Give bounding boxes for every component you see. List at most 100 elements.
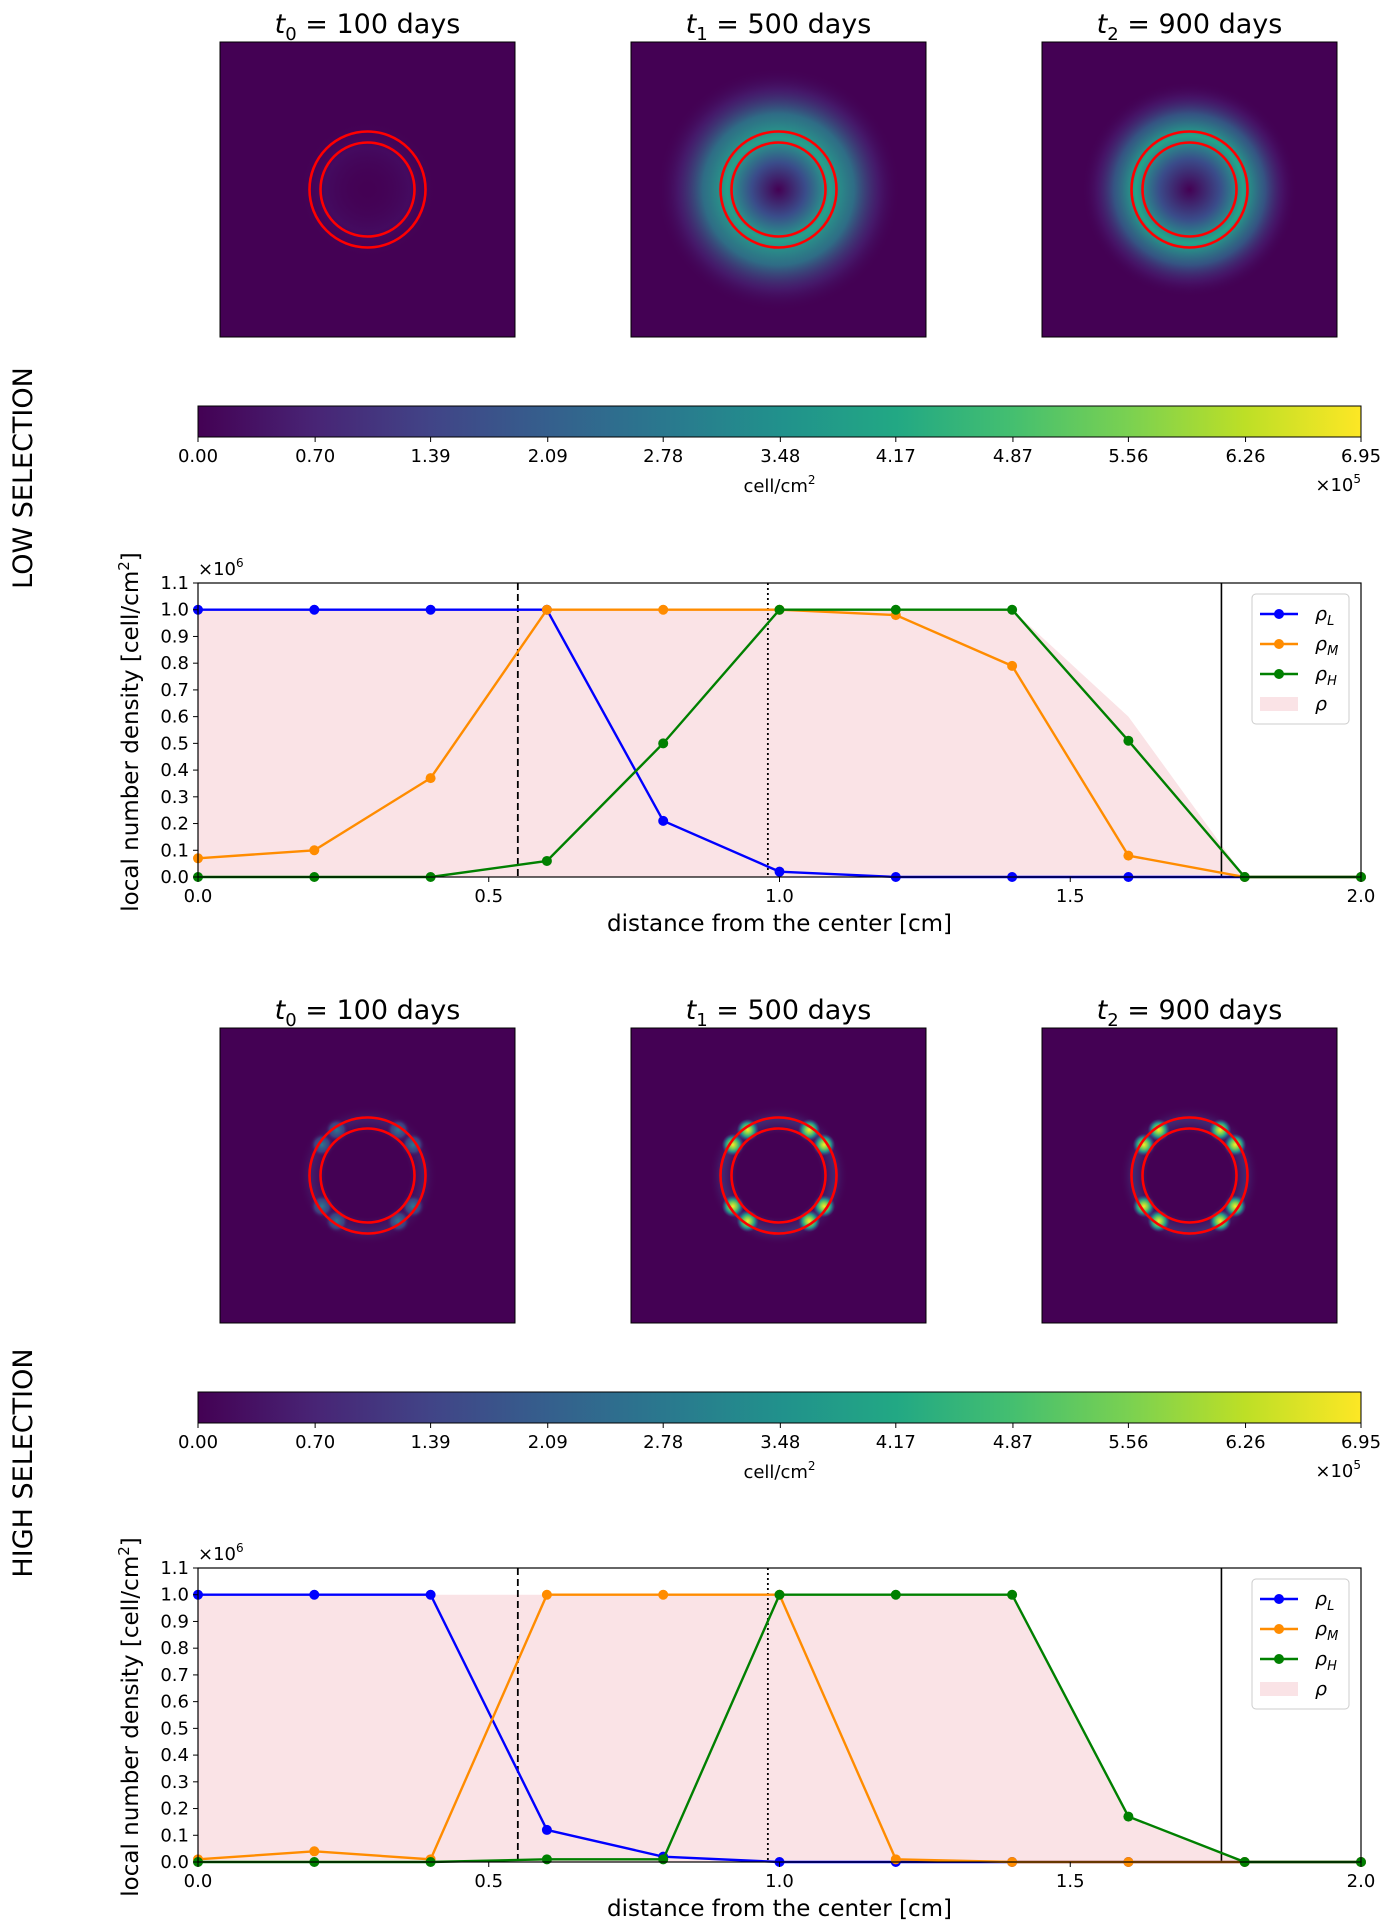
colorbar: 0.00 0.70 1.39 2.09 2.78 3.48 4.17 4.87 5.56 6.26…: [178, 1391, 1381, 1483]
data-point-M: [309, 845, 320, 856]
title-var: t: [1097, 995, 1109, 1026]
y-tick-label: 0.2: [160, 1799, 189, 1820]
data-point-L: [309, 604, 320, 615]
legend-entry-total: ρ: [1315, 693, 1327, 715]
y-offset-exp: 6: [236, 1541, 244, 1555]
legend-sub: L: [1327, 1599, 1334, 1614]
y-tick-label: 0.7: [160, 1665, 189, 1686]
y-axis-label-sup: 2: [115, 1546, 133, 1556]
colorbar-offset-base: ×10: [1315, 1461, 1353, 1482]
data-point-L: [425, 1589, 436, 1600]
y-offset-label: ×106: [198, 1541, 244, 1565]
data-point-M: [658, 604, 669, 615]
colorbar-tick-label: 1.39: [411, 1432, 451, 1453]
colorbar-offset-exp: 5: [1353, 472, 1361, 486]
data-point-M: [1123, 850, 1134, 861]
colorbar-label-sup: 2: [808, 473, 816, 487]
y-offset-base: ×10: [198, 559, 236, 580]
colorbar-tick-label: 0.00: [178, 446, 218, 467]
colorbar-tick-label: 2.09: [528, 446, 568, 467]
y-tick-label: 0.2: [160, 814, 189, 835]
heatmap-field: [297, 1105, 438, 1246]
legend-sub: L: [1327, 614, 1334, 629]
y-tick-label: 0.6: [160, 707, 189, 728]
panel-label: LOW SELECTION: [8, 367, 39, 589]
y-tick-label: 0.5: [160, 1718, 189, 1739]
legend-symbol: ρ: [1315, 1648, 1327, 1670]
y-tick-label: 0.9: [160, 1611, 189, 1632]
x-tick-label: 1.5: [1056, 886, 1085, 907]
title-sub: 1: [696, 24, 707, 45]
title-sub: 0: [285, 24, 296, 45]
data-point-L: [658, 815, 669, 826]
density-halo: [708, 1105, 849, 1246]
colorbar-tick-label: 0.00: [178, 1432, 218, 1453]
legend-symbol: ρ: [1315, 1588, 1327, 1610]
x-tick-label: 0.0: [184, 886, 213, 907]
legend-symbol: ρ: [1315, 1618, 1327, 1640]
y-tick-label: 0.0: [160, 1852, 189, 1873]
y-tick-label: 0.3: [160, 787, 189, 808]
x-tick-label: 0.5: [474, 886, 503, 907]
data-point-L: [774, 866, 785, 877]
heatmap-field: [1119, 1105, 1260, 1246]
line-chart: 0.0 0.5 1.0 1.5 2.0 0.0 0.1 0.2 0.3 0.4 0.5 0.6 0.7 0…: [115, 1537, 1375, 1922]
legend-swatch-total: [1260, 1682, 1298, 1696]
legend-symbol: ρ: [1315, 603, 1327, 625]
heatmap-frame: [1041, 1027, 1338, 1324]
heatmap-title: t2 = 900 days: [1097, 995, 1283, 1031]
x-tick-label: 0.0: [184, 1871, 213, 1892]
y-axis-label: local number density [cell/cm2]: [115, 552, 144, 912]
y-tick-label: 0.9: [160, 626, 189, 647]
legend-marker-M: [1274, 1624, 1284, 1634]
data-point-H: [774, 604, 785, 615]
title-sub: 2: [1107, 1010, 1118, 1031]
legend-entry-L: ρL: [1315, 603, 1334, 629]
colorbar-offset: ×105: [1315, 472, 1361, 496]
line-chart: 0.0 0.5 1.0 1.5 2.0 0.0 0.1 0.2 0.3 0.4 0.5 0.6 0.7 0…: [115, 552, 1375, 937]
heatmap-field: [656, 67, 901, 312]
y-tick-label: 0.4: [160, 760, 189, 781]
outer-radius-circle: [1130, 1116, 1249, 1235]
data-point-L: [541, 1824, 552, 1835]
heatmap-panel: t0 = 100 days: [219, 995, 516, 1324]
heatmap-frame: [630, 41, 927, 338]
total-density-area: [198, 1594, 1361, 1862]
x-axis-label: distance from the center [cm]: [607, 911, 952, 937]
colorbar-label-text: cell/cm: [743, 476, 807, 497]
y-axis-label: local number density [cell/cm2]: [115, 1537, 144, 1897]
heatmap-frame: [1041, 41, 1338, 338]
data-point-H: [1007, 604, 1018, 615]
y-offset-base: ×10: [198, 1544, 236, 1565]
y-tick-label: 0.5: [160, 733, 189, 754]
heatmap-row: t0 = 100 days t1 = 500 days t2 = 900 days0…: [178, 9, 1381, 497]
x-tick-label: 1.0: [765, 1871, 794, 1892]
density-cloud: [656, 67, 901, 312]
heatmap-field: [1081, 81, 1298, 298]
y-tick-label: 1.1: [160, 1558, 189, 1579]
y-tick-label: 0.1: [160, 1825, 189, 1846]
colorbar-tick-label: 6.95: [1341, 446, 1381, 467]
colorbar-label: cell/cm2: [743, 473, 815, 497]
data-point-M: [658, 1589, 669, 1600]
colorbar-label: cell/cm2: [743, 1459, 815, 1483]
data-point-H: [658, 738, 669, 749]
y-tick-label: 0.1: [160, 840, 189, 861]
y-tick-label: 1.1: [160, 573, 189, 594]
title-var: t: [686, 995, 698, 1026]
data-point-H: [541, 1854, 552, 1865]
colorbar-tick-label: 6.26: [1225, 446, 1265, 467]
y-axis-label-text: local number density [cell/cm: [118, 1556, 144, 1897]
legend-marker-H: [1274, 669, 1284, 679]
heatmap-title: t0 = 100 days: [275, 995, 461, 1031]
heatmap-row: t0 = 100 days t1 = 500 days t2 = 900 days0…: [178, 995, 1381, 1483]
y-axis-label-end: ]: [118, 552, 144, 561]
legend-symbol: ρ: [1315, 663, 1327, 685]
colorbar-gradient: [197, 1391, 1362, 1424]
heatmap-frame: [630, 1027, 927, 1324]
title-rest: = 500 days: [708, 995, 872, 1026]
inner-radius-circle: [730, 141, 827, 238]
x-tick-label: 2.0: [1347, 886, 1376, 907]
y-offset-label: ×106: [198, 556, 244, 580]
inner-radius-circle: [1141, 141, 1238, 238]
